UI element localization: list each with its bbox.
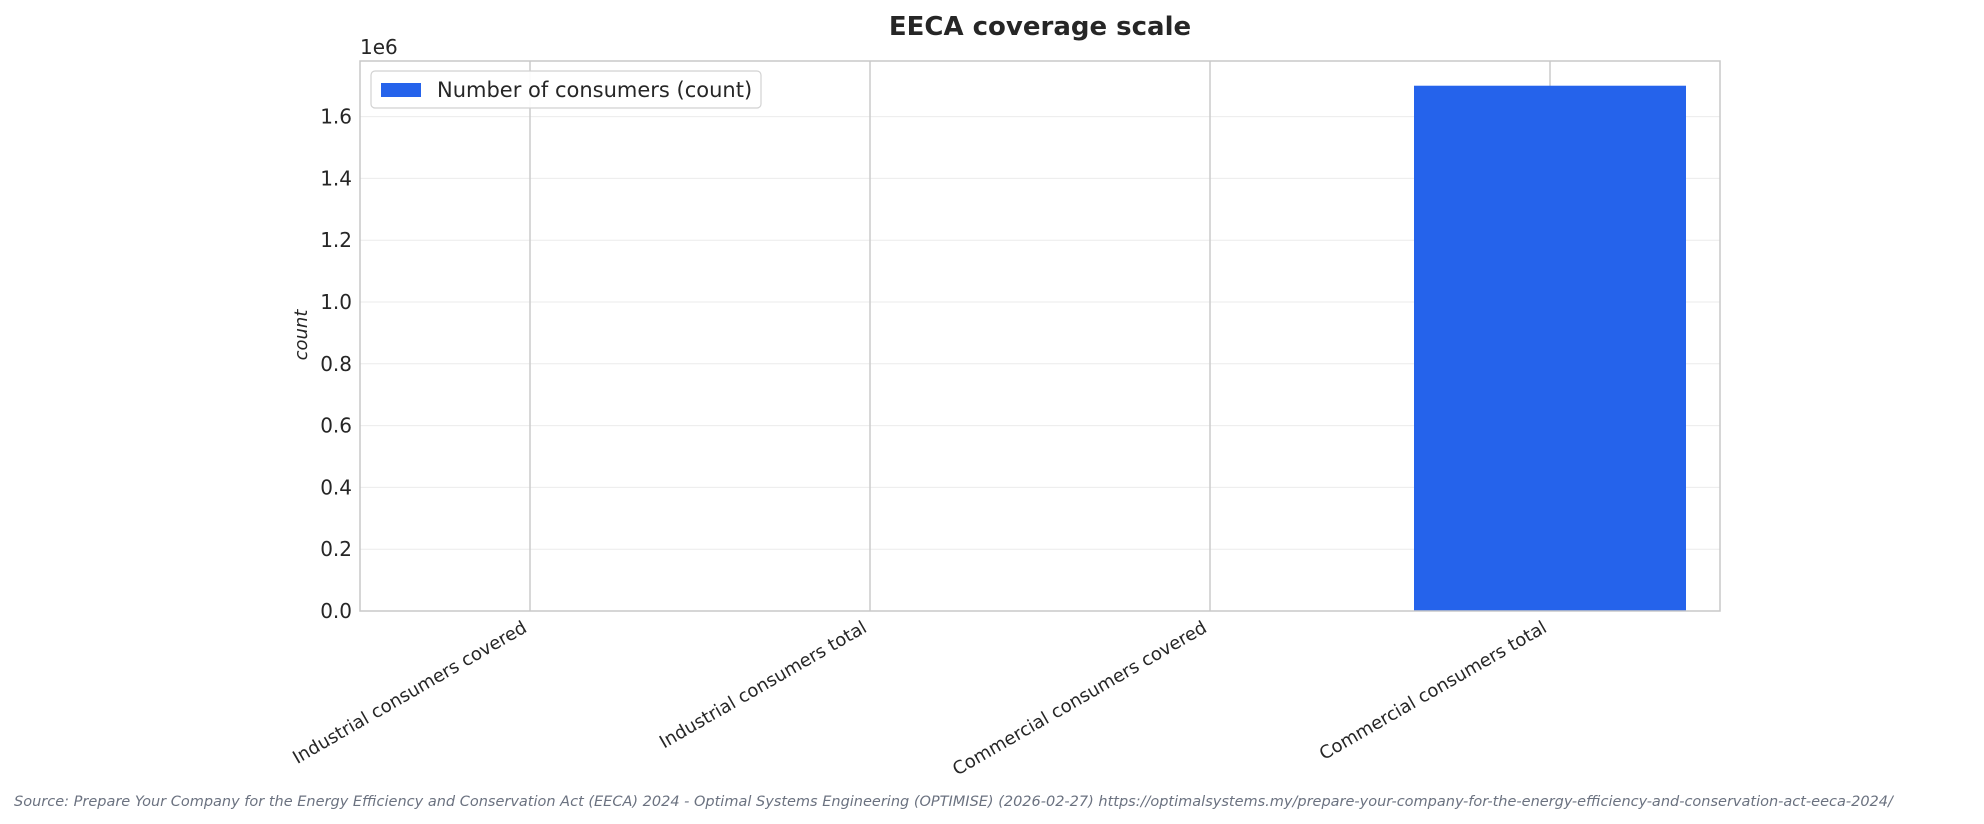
legend-swatch — [381, 83, 421, 97]
y-tick-label: 1.4 — [320, 166, 352, 190]
y-offset-label: 1e6 — [360, 35, 398, 59]
bar — [1414, 85, 1686, 611]
y-tick-label: 0.6 — [320, 414, 352, 438]
y-tick-label: 0.0 — [320, 599, 352, 623]
x-tick-label: Commercial consumers total — [1316, 617, 1551, 765]
x-tick-label: Commercial consumers covered — [949, 617, 1210, 780]
y-tick-label: 0.8 — [320, 352, 352, 376]
source-note: Source: Prepare Your Company for the Ene… — [14, 794, 1895, 810]
legend-label: Number of consumers (count) — [437, 78, 752, 102]
legend: Number of consumers (count) — [370, 70, 762, 109]
y-axis-label: count — [291, 309, 312, 361]
y-tick-label: 0.4 — [320, 475, 352, 499]
x-tick-label: Industrial consumers covered — [289, 617, 530, 768]
y-tick-label: 1.0 — [320, 290, 352, 314]
chart-title: EECA coverage scale — [889, 12, 1191, 42]
y-tick-label: 1.2 — [320, 228, 352, 252]
plot-frame — [359, 60, 1721, 612]
legend-box — [370, 70, 762, 109]
plot-area: 0.0 0.2 0.4 0.6 0.8 1.0 1.2 1.4 1.6 Industrial co… — [289, 60, 1721, 780]
x-tick-label: Industrial consumers total — [656, 617, 870, 753]
y-tick-label: 1.6 — [320, 105, 352, 129]
y-tick-label: 0.2 — [320, 537, 352, 561]
